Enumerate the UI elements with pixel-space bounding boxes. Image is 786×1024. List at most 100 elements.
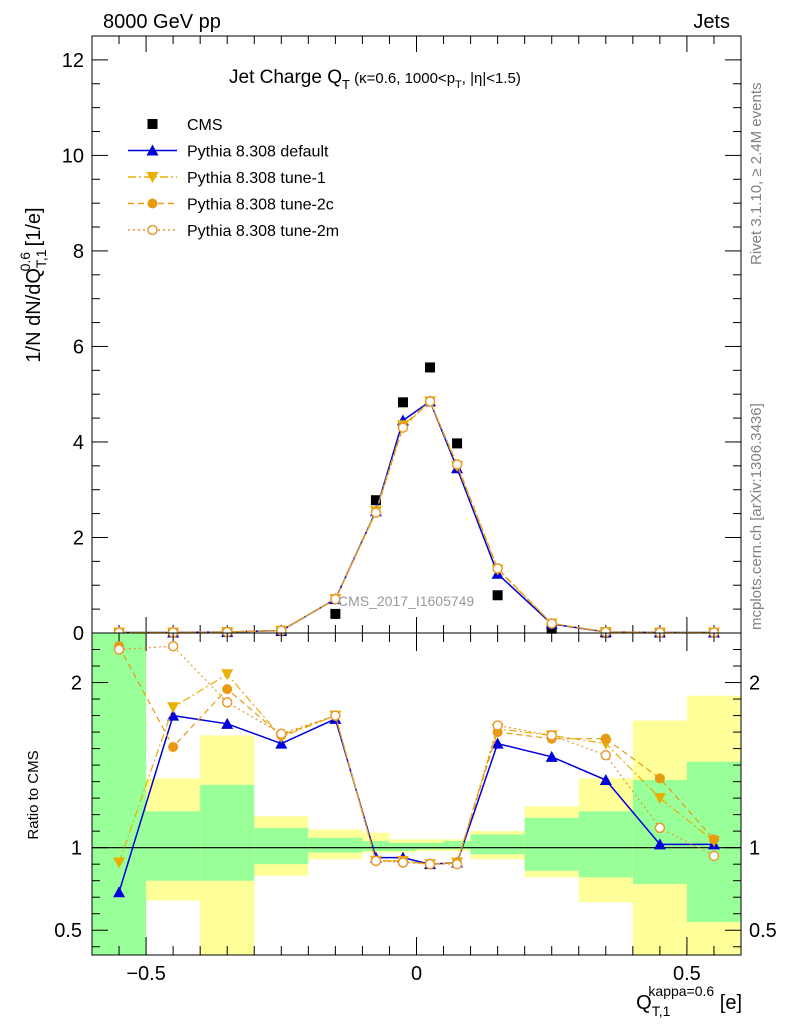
point-tune2m: [492, 563, 503, 574]
ratio-line-tune2m: [118, 645, 715, 865]
ratio-point-tune2m: [221, 697, 233, 708]
ratio-point-default: [599, 773, 612, 785]
ratio-x-tick-label: 0.5: [673, 963, 701, 985]
ratio-panel: 0.5 0.5 1 1 2 2 −0.5 0 0.5 Ratio to CMS QT,1kapp…: [25, 632, 777, 1019]
ratio-point-tune2c: [708, 834, 719, 845]
ratio-y-axis-label: Ratio to CMS: [25, 750, 42, 839]
ratio-point-tune2m: [451, 858, 463, 870]
ratio-series: [113, 640, 720, 898]
ratio-point-default: [653, 838, 666, 850]
legend-label: CMS: [187, 117, 223, 134]
ratio-point-tune1: [167, 702, 180, 714]
ratio-point-tune2m: [492, 720, 503, 731]
ratio-bands: [92, 633, 741, 955]
ratio-point-default: [491, 737, 504, 749]
ratio-x-tick-label: −0.5: [126, 963, 165, 985]
legend-marker: [146, 172, 159, 183]
point-cms: [425, 362, 436, 373]
band-inner: [146, 811, 201, 881]
point-tune2m: [370, 507, 382, 518]
point-cms: [370, 495, 381, 506]
chart-title: Jet Charge QT (κ=0.6, 1000<pT, |η|<1.5): [229, 67, 521, 92]
rivet-label: Rivet 3.1.10, ≥ 2.4M events: [748, 83, 765, 266]
ratio-y-tick-label-right: 0.5: [749, 920, 777, 942]
band-inner: [200, 784, 255, 881]
main-y-axis-label: 1/N dN/dQT,10.6 [1/e]: [17, 207, 49, 362]
legend-item-tune1: Pythia 8.308 tune-1: [128, 170, 326, 187]
ratio-point-default: [221, 717, 234, 729]
ratio-y-tick-label: 0.5: [54, 920, 82, 942]
band-inner: [470, 834, 525, 855]
x-axis-label: QT,1kappa=0.6 [e]: [636, 983, 742, 1019]
ratio-y-tick-label-right: 1: [749, 838, 760, 860]
series-line-tune2m: [119, 400, 714, 634]
point-cms: [330, 608, 341, 619]
legend-item-tune2c: Pythia 8.308 tune-2c: [128, 197, 334, 214]
point-cms: [397, 397, 408, 408]
ratio-series-tune2m: [113, 640, 720, 870]
band-inner: [254, 827, 309, 865]
ratio-point-tune2m: [424, 858, 436, 870]
main-panel: 0 2 4 6 8 10 12 Jet Charge QT (κ=0.6, 1000<pT,…: [17, 35, 742, 645]
legend-label: Pythia 8.308 tune-2c: [187, 197, 334, 214]
ratio-point-default: [545, 750, 558, 762]
point-tune2m: [546, 618, 557, 629]
band-inner: [416, 842, 444, 850]
ratio-point-default: [167, 709, 180, 721]
series-line-tune1: [119, 400, 714, 634]
ratio-point-tune2c: [222, 684, 233, 695]
point-tune2m: [330, 593, 341, 605]
ratio-point-tune2c: [654, 773, 665, 784]
legend-marker: [146, 144, 159, 156]
legend: CMS Pythia 8.308 default Pythia 8.308 tune…: [128, 117, 339, 240]
ratio-point-tune2m: [397, 857, 409, 868]
ratio-line-tune2c: [118, 645, 715, 865]
ratio-line-default: [118, 714, 714, 893]
main-y-tick-label: 10: [62, 145, 84, 167]
main-y-tick-label: 4: [73, 432, 84, 454]
point-tune2m: [424, 396, 436, 407]
legend-marker: [147, 224, 158, 236]
ratio-point-tune2m: [167, 640, 179, 652]
ratio-point-tune2m: [276, 728, 287, 739]
band-inner: [308, 837, 363, 853]
ratio-point-tune1: [653, 793, 666, 805]
point-cms: [492, 590, 503, 601]
band-inner: [92, 633, 147, 955]
ratio-point-tune1: [221, 669, 234, 681]
point-cms: [452, 438, 463, 449]
ratio-point-tune2m: [546, 730, 557, 741]
main-y-tick-label: 0: [73, 623, 84, 645]
ratio-point-tune2m: [600, 749, 612, 761]
ratio-y-tick-label-right: 2: [749, 673, 760, 695]
energy-label: 8000 GeV pp: [103, 11, 221, 33]
ratio-point-tune2m: [370, 855, 382, 867]
legend-marker: [147, 198, 158, 209]
ratio-point-default: [275, 737, 288, 749]
band-inner: [443, 841, 471, 850]
band-inner: [524, 817, 579, 871]
ratio-y-tick-label: 1: [71, 838, 82, 860]
ratio-point-tune2c: [168, 741, 179, 752]
ratio-point-default: [113, 886, 126, 898]
ratio-axes: 0.5 0.5 1 1 2 2 −0.5 0 0.5: [54, 633, 777, 985]
ratio-x-tick-label: 0: [411, 963, 422, 985]
legend-item-default: Pythia 8.308 default: [128, 144, 329, 161]
legend-item-tune2m: Pythia 8.308 tune-2m: [128, 223, 339, 240]
point-tune2m: [451, 459, 463, 470]
legend-label: Pythia 8.308 tune-2m: [187, 223, 339, 240]
legend-label: Pythia 8.308 default: [187, 144, 329, 161]
ratio-point-tune2c: [600, 733, 611, 744]
main-y-tick-label: 6: [73, 336, 84, 358]
band-inner: [389, 842, 417, 851]
ratio-point-tune2m: [654, 822, 666, 834]
ratio-point-tune1: [113, 857, 126, 869]
analysis-label: CMS_2017_I1605749: [338, 593, 474, 609]
main-y-tick-label: 2: [73, 527, 84, 549]
point-tune2m: [397, 422, 409, 433]
band-inner: [362, 841, 390, 851]
ratio-y-tick-label: 2: [71, 673, 82, 695]
main-y-tick-label: 12: [62, 50, 84, 72]
main-y-tick-label: 8: [73, 241, 84, 263]
process-label: Jets: [693, 11, 730, 33]
